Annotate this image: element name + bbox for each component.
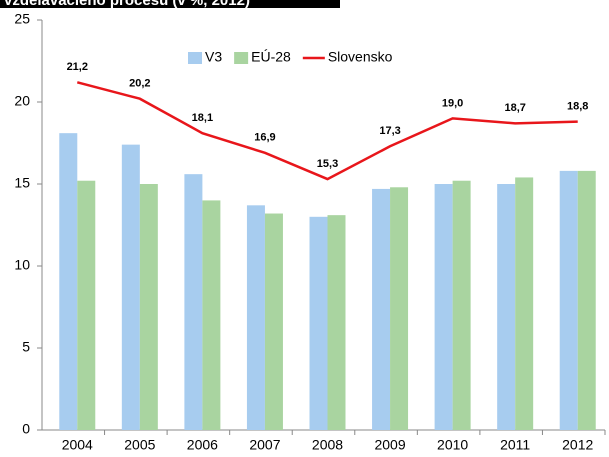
value-label: 20,2 (129, 78, 150, 90)
x-tick-label: 2005 (124, 437, 155, 453)
bar (264, 213, 283, 430)
title-band (0, 0, 340, 8)
legend-label: V3 (205, 49, 222, 65)
bar (452, 180, 471, 430)
bar (390, 187, 409, 430)
x-tick-label: 2011 (500, 437, 530, 453)
bar (309, 216, 328, 430)
legend-label: EÚ-28 (251, 49, 291, 65)
y-tick-label: 25 (14, 11, 30, 27)
bar (327, 215, 346, 430)
x-tick-label: 2009 (374, 437, 405, 453)
y-tick-label: 0 (22, 421, 30, 437)
chart-title: vzdelávacieho procesu (v %, 2012) (4, 0, 250, 9)
x-tick-label: 2007 (249, 437, 280, 453)
value-label: 19,0 (442, 97, 463, 109)
y-tick-label: 15 (14, 175, 30, 191)
x-tick-label: 2012 (562, 437, 593, 453)
value-label: 21,2 (67, 61, 88, 73)
bar (246, 205, 265, 430)
x-tick-label: 2004 (62, 437, 93, 453)
value-label: 18,8 (567, 101, 588, 113)
bar (121, 144, 140, 430)
line (76, 81, 578, 181)
bar (559, 170, 578, 430)
bar (77, 180, 96, 430)
bar (497, 184, 516, 430)
bar (139, 184, 158, 430)
bar (577, 170, 596, 430)
value-label: 18,7 (504, 102, 525, 114)
value-label: 15,3 (317, 158, 338, 170)
value-label: 18,1 (192, 112, 213, 124)
legend-swatch (234, 52, 249, 64)
y-tick-label: 20 (14, 93, 30, 109)
bar (515, 177, 534, 430)
legend-swatch (188, 52, 202, 64)
bar (184, 174, 203, 430)
legend-label: Slovensko (328, 49, 393, 65)
bar (434, 184, 453, 430)
bar (59, 133, 78, 430)
x-tick-label: 2006 (187, 437, 218, 453)
value-label: 17,3 (379, 125, 400, 137)
y-tick-label: 5 (22, 339, 30, 355)
bar (372, 188, 391, 430)
x-tick-label: 2010 (437, 437, 468, 453)
y-tick-label: 10 (14, 257, 30, 273)
value-label: 16,9 (254, 132, 275, 144)
bar (202, 200, 221, 430)
x-tick-label: 2008 (312, 437, 343, 453)
